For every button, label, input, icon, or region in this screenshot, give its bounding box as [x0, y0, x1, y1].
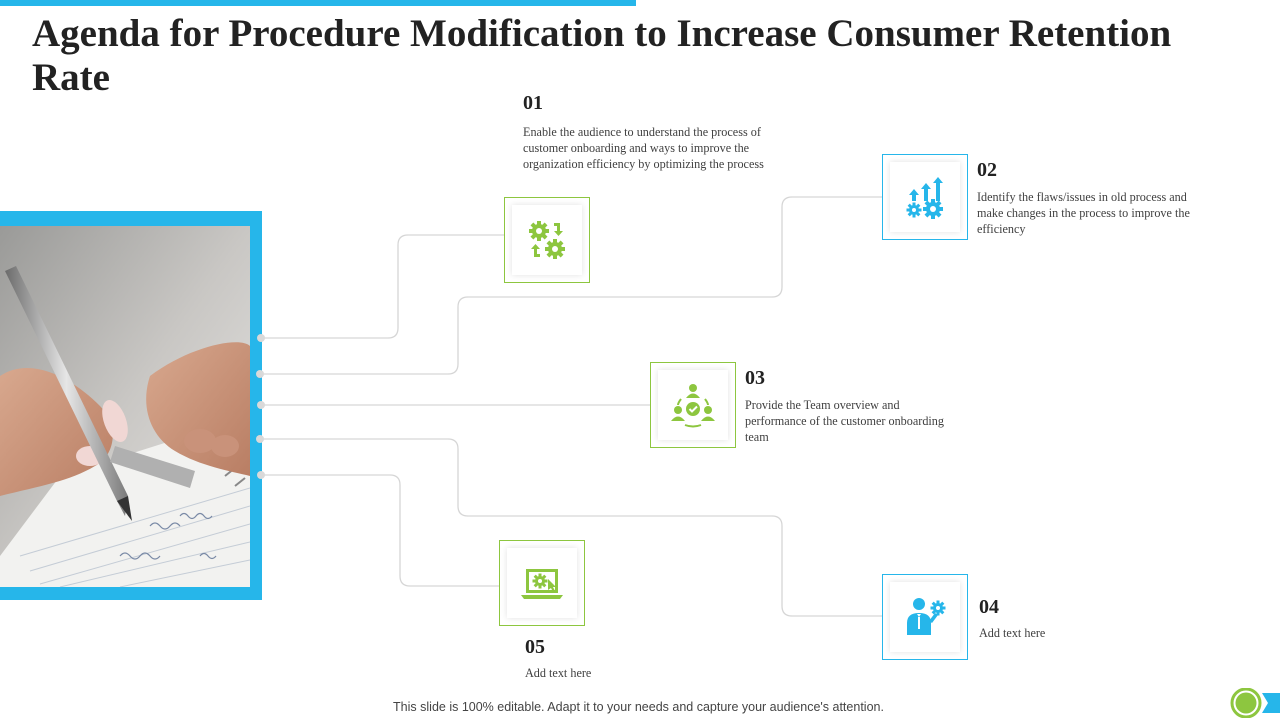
item-04-text: Add text here [979, 626, 1046, 640]
item-04-number: 04 [979, 596, 999, 618]
item-01-icon-box [504, 197, 590, 283]
writing-hand-photo [0, 226, 250, 587]
gears-cycle-icon [529, 221, 565, 259]
item-03-icon-box [650, 362, 736, 448]
item-02-number: 02 [977, 159, 997, 181]
item-01-text: Enable the audience to understand the pr… [523, 125, 764, 171]
item-05-number: 05 [525, 636, 545, 658]
item-02-icon-box [882, 154, 968, 240]
brand-logo [1230, 688, 1280, 718]
footer-note: This slide is 100% editable. Adapt it to… [393, 700, 884, 714]
item-02-text: Identify the flaws/issues in old process… [977, 190, 1190, 236]
team-check-icon [671, 384, 715, 428]
item-03-text: Provide the Team overview and performanc… [745, 398, 944, 444]
item-04-icon-box [882, 574, 968, 660]
gears-growth-arrows-icon [906, 177, 943, 219]
item-05-icon-box [499, 540, 585, 626]
slide-title: Agenda for Procedure Modification to Inc… [32, 12, 1172, 99]
top-accent-bar-tip [630, 0, 636, 6]
item-05-text: Add text here [525, 666, 592, 680]
item-03-number: 03 [745, 367, 765, 389]
item-01-number: 01 [523, 92, 543, 114]
businessman-gear-icon [907, 598, 946, 635]
laptop-gear-icon [521, 569, 563, 599]
top-accent-bar [0, 0, 636, 6]
